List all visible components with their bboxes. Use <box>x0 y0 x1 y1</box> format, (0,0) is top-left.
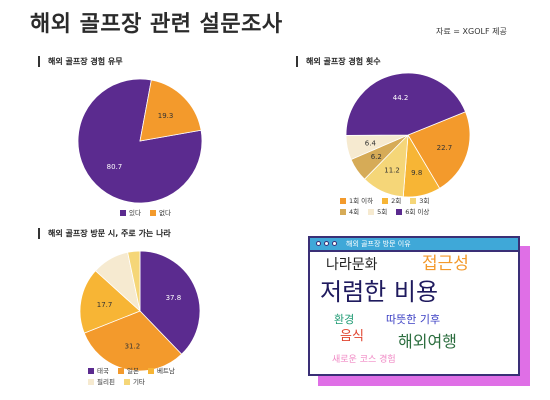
word-low-cost: 저렴한 비용 <box>320 278 439 306</box>
pie-value-label: 44.2 <box>393 94 409 102</box>
pie-value-label: 11.2 <box>384 166 400 174</box>
word-cloud-window: 해외 골프장 방문 이유 나라문화 접근성 저렴한 비용 환경 따뜻한 기후 음… <box>308 236 520 376</box>
legend-label: 1회 이하 <box>349 197 374 205</box>
legend-label: 필리핀 <box>97 378 115 386</box>
legend-item: 4회 <box>340 207 359 217</box>
chart-title-country: 해외 골프장 방문 시, 주로 가는 나라 <box>38 228 171 239</box>
legend-label: 6회 이상 <box>405 208 430 216</box>
window-dot-icon <box>324 241 329 246</box>
legend-swatch <box>117 368 124 374</box>
chart-title-experience: 해외 골프장 경험 유무 <box>38 56 123 67</box>
word-environment: 환경 <box>334 313 355 326</box>
pie-chart-count: 22.7 9.8 11.26.2 6.4 44.2 <box>345 72 471 198</box>
legend-item: 2회 <box>382 196 401 206</box>
word-cloud-title: 해외 골프장 방문 이유 <box>346 240 411 248</box>
legend-label: 2회 <box>391 197 402 205</box>
legend-item: 기타 <box>123 377 145 387</box>
legend-swatch <box>120 210 126 216</box>
legend-swatch <box>396 209 403 215</box>
legend-item: 6회 이상 <box>396 207 429 217</box>
legend-item: 일본 <box>117 366 139 376</box>
legend-label: 베트남 <box>156 367 175 375</box>
pie-value-label: 19.3 <box>158 112 174 120</box>
legend-item: 1회 이하 <box>340 196 373 206</box>
pie-value-label: 80.7 <box>107 163 123 171</box>
legend-item: 없다 <box>149 208 171 218</box>
legend-swatch <box>123 379 130 385</box>
word-access: 접근성 <box>422 254 469 274</box>
legend-count: 1회 이하 2회 3회 4회 5회 6회 이상 <box>340 196 500 218</box>
pie-value-label: 6.4 <box>365 139 377 147</box>
pie-value-label: 9.8 <box>411 169 422 177</box>
window-dot-icon <box>316 241 321 246</box>
legend-label: 태국 <box>97 367 109 375</box>
pie-value-label: 17.7 <box>97 301 113 309</box>
word-travel: 해외여행 <box>398 332 457 351</box>
pie-slice-4 <box>127 250 141 312</box>
pie-chart-country: 37.8 31.2 17.7 <box>79 250 201 372</box>
legend-label: 없다 <box>158 209 171 217</box>
window-dot-icon <box>332 241 337 246</box>
chart-title-count: 해외 골프장 경험 횟수 <box>296 56 381 67</box>
legend-item: 있다 <box>120 208 141 218</box>
pie-slice-0 <box>139 250 201 355</box>
pie-slice-1 <box>83 310 183 372</box>
pie-value-label: 31.2 <box>125 343 141 351</box>
legend-label: 있다 <box>129 209 141 217</box>
legend-swatch <box>382 198 389 204</box>
legend-swatch <box>147 368 154 374</box>
legend-item: 태국 <box>88 366 109 376</box>
word-food: 음식 <box>340 329 364 344</box>
legend-swatch <box>149 210 156 216</box>
legend-label: 4회 <box>349 208 360 216</box>
word-culture: 나라문화 <box>326 257 378 273</box>
legend-item: 3회 <box>410 196 429 206</box>
word-warm-climate: 따뜻한 기후 <box>386 313 441 326</box>
legend-label: 3회 <box>419 197 430 205</box>
legend-label: 기타 <box>132 378 145 386</box>
pie-value-label: 6.2 <box>371 153 382 161</box>
legend-swatch <box>368 209 375 215</box>
legend-label: 일본 <box>126 367 139 375</box>
legend-swatch <box>340 209 346 215</box>
legend-swatch <box>88 379 94 385</box>
pie-value-label: 22.7 <box>437 144 453 152</box>
pie-value-label: 37.8 <box>166 294 182 302</box>
legend-item: 5회 <box>368 207 387 217</box>
legend-swatch <box>340 198 346 204</box>
legend-label: 5회 <box>377 208 388 216</box>
source-note: 자료 = XGOLF 제공 <box>436 27 507 36</box>
legend-swatch <box>88 368 94 374</box>
word-cloud-title-bar: 해외 골프장 방문 이유 <box>310 238 518 252</box>
pie-slice-2 <box>79 270 141 334</box>
pie-slice-0 <box>77 78 203 204</box>
pie-slice-0 <box>407 111 471 189</box>
legend-item: 필리핀 <box>88 377 115 387</box>
legend-item: 베트남 <box>147 366 175 376</box>
legend-experience: 있다 없다 <box>120 208 180 219</box>
word-new-course: 새로운 코스 경험 <box>332 355 396 365</box>
pie-slice-5 <box>345 72 467 136</box>
legend-swatch <box>410 198 417 204</box>
pie-chart-experience: 80.7 19.3 <box>77 78 203 204</box>
pie-slice-1 <box>139 79 202 142</box>
page-title: 해외 골프장 관련 설문조사 <box>30 12 283 37</box>
